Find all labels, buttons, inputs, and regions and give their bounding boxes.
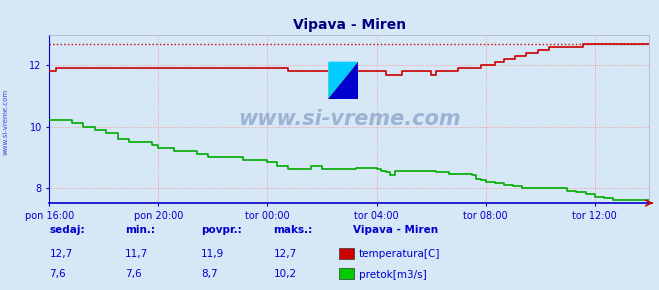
Text: pretok[m3/s]: pretok[m3/s] xyxy=(359,270,427,280)
Text: povpr.:: povpr.: xyxy=(201,225,242,235)
Text: www.si-vreme.com: www.si-vreme.com xyxy=(238,109,461,129)
Polygon shape xyxy=(328,62,358,99)
Polygon shape xyxy=(328,62,358,99)
Text: sedaj:: sedaj: xyxy=(49,225,85,235)
Text: 12,7: 12,7 xyxy=(273,249,297,259)
Text: 7,6: 7,6 xyxy=(125,269,142,279)
Text: 11,7: 11,7 xyxy=(125,249,148,259)
Text: 7,6: 7,6 xyxy=(49,269,66,279)
Text: www.si-vreme.com: www.si-vreme.com xyxy=(2,89,9,155)
Text: Vipava - Miren: Vipava - Miren xyxy=(353,225,438,235)
Text: temperatura[C]: temperatura[C] xyxy=(359,249,441,259)
Title: Vipava - Miren: Vipava - Miren xyxy=(293,18,406,32)
Text: maks.:: maks.: xyxy=(273,225,313,235)
Text: 11,9: 11,9 xyxy=(201,249,224,259)
Text: 10,2: 10,2 xyxy=(273,269,297,279)
Text: 8,7: 8,7 xyxy=(201,269,217,279)
Bar xyxy=(328,62,358,99)
Text: min.:: min.: xyxy=(125,225,156,235)
Text: 12,7: 12,7 xyxy=(49,249,72,259)
